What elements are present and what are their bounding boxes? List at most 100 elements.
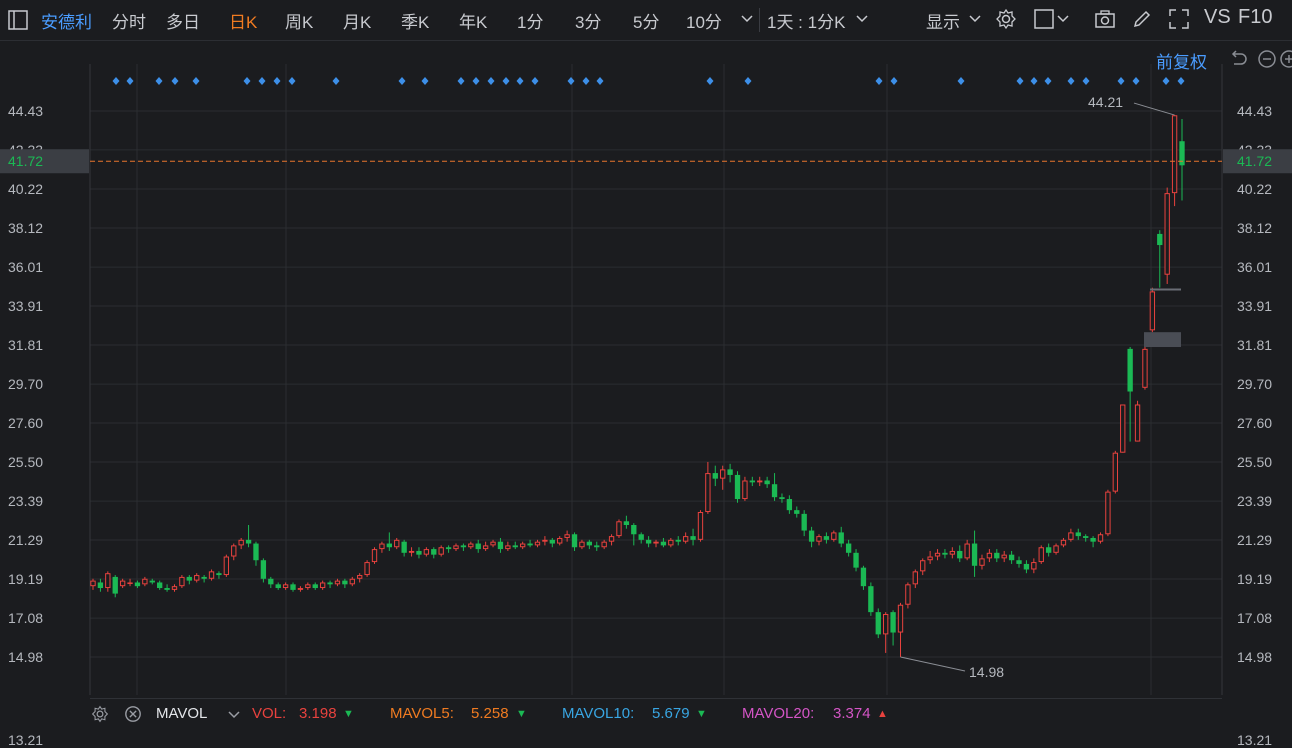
candle: [757, 476, 763, 487]
candle-body: [416, 550, 422, 555]
period-tab[interactable]: 多日: [166, 13, 200, 32]
candle: [957, 545, 963, 563]
candle: [475, 539, 481, 553]
adjust-mode-select[interactable]: 前复权: [1156, 53, 1207, 72]
period-tab[interactable]: 10分: [686, 13, 722, 32]
layout-square-icon[interactable]: [1033, 8, 1055, 30]
event-marker-icon: [890, 77, 898, 85]
zoom-out-icon[interactable]: [1257, 49, 1277, 69]
y-axis-left: 44.4342.3340.2238.1236.0133.9131.8129.70…: [8, 103, 43, 665]
period-tab[interactable]: 月K: [343, 13, 372, 32]
pencil-icon[interactable]: [1131, 8, 1153, 30]
stock-name[interactable]: 安德利: [41, 13, 92, 32]
candle: [845, 539, 852, 557]
candle-body: [868, 586, 874, 613]
chevron-down-icon[interactable]: [1056, 12, 1070, 26]
chevron-down-icon[interactable]: [855, 12, 869, 26]
down-arrow-icon: ▼: [516, 708, 527, 720]
candle-body: [342, 580, 348, 585]
period-tab[interactable]: 季K: [401, 13, 430, 32]
candle: [512, 541, 518, 550]
candle-body: [623, 521, 630, 525]
candle: [275, 582, 281, 590]
close-icon[interactable]: [124, 705, 142, 723]
chevron-down-icon[interactable]: [740, 12, 754, 26]
candle-body: [934, 552, 941, 557]
y-tick-label: 21.29: [1237, 532, 1272, 548]
candle: [1179, 118, 1185, 201]
candle-body: [986, 552, 993, 559]
candle-body: [660, 541, 667, 546]
event-marker-icon: [1044, 77, 1052, 85]
candle-body: [1179, 141, 1185, 166]
y-tick-label: 40.22: [8, 181, 43, 197]
candle: [1105, 489, 1111, 537]
candle-body: [601, 541, 607, 548]
candle: [1127, 347, 1133, 442]
period-tab[interactable]: 5分: [633, 13, 660, 32]
candle-body: [364, 562, 370, 576]
panel-divider: [90, 698, 1222, 699]
chevron-down-icon[interactable]: [227, 708, 241, 722]
candle-body: [90, 580, 96, 587]
candle: [986, 549, 993, 563]
candle-body: [557, 537, 563, 544]
period-tab[interactable]: 周K: [285, 13, 314, 32]
candle: [682, 532, 689, 544]
camera-icon[interactable]: [1094, 8, 1116, 30]
candle: [601, 539, 607, 550]
candle-body: [1045, 547, 1052, 553]
candle-body: [697, 512, 704, 540]
gear-icon[interactable]: [91, 705, 109, 723]
candle: [149, 578, 155, 585]
vs-button[interactable]: VS: [1204, 6, 1231, 28]
undo-icon[interactable]: [1228, 49, 1248, 69]
sidebar-toggle-icon[interactable]: [7, 9, 29, 31]
up-arrow-icon: ▲: [877, 708, 888, 720]
y-tick-label: 44.43: [1237, 103, 1272, 119]
period-tab[interactable]: 1分: [517, 13, 544, 32]
candle: [838, 526, 844, 548]
candle: [727, 463, 733, 483]
event-marker-icon: [957, 77, 965, 85]
candle: [231, 543, 237, 561]
candle: [860, 565, 867, 590]
candle: [127, 578, 133, 587]
gear-icon[interactable]: [995, 8, 1017, 30]
candle-body: [445, 547, 452, 550]
candle-body: [1038, 547, 1044, 563]
candle: [186, 575, 192, 585]
indicator-name[interactable]: MAVOL: [156, 705, 208, 722]
mavol10-value: 5.679: [652, 705, 690, 722]
chevron-down-icon[interactable]: [968, 12, 982, 26]
f10-button[interactable]: F10: [1238, 6, 1273, 28]
candle-body: [164, 588, 170, 590]
display-menu[interactable]: 显示: [926, 13, 960, 32]
candle-body: [1120, 404, 1126, 453]
candle-body: [216, 573, 222, 576]
candle: [1097, 532, 1104, 544]
candle-body: [1060, 539, 1067, 546]
fullscreen-icon[interactable]: [1168, 8, 1190, 30]
kline-chart[interactable]: 44.4342.3340.2238.1236.0133.9131.8129.70…: [0, 40, 1292, 698]
period-tab-active[interactable]: 日K: [229, 13, 258, 32]
candle: [297, 586, 304, 592]
event-marker-icon: [288, 77, 296, 85]
candle-body: [1068, 532, 1074, 540]
candle-body: [1127, 348, 1133, 392]
custom-period-select[interactable]: 1天 : 1分K: [767, 13, 846, 32]
candle-body: [1149, 291, 1156, 331]
candle: [675, 536, 681, 546]
candle-body: [542, 539, 548, 542]
candle: [201, 575, 207, 583]
period-tab[interactable]: 年K: [459, 13, 488, 32]
event-marker-icon: [1132, 77, 1140, 85]
candle: [105, 571, 111, 592]
y-tick-label: 23.39: [1237, 493, 1272, 509]
period-tab[interactable]: 3分: [575, 13, 602, 32]
candle-body: [920, 560, 926, 572]
candle: [142, 576, 148, 587]
candle: [1068, 528, 1074, 542]
candle-body: [468, 543, 474, 548]
period-tab[interactable]: 分时: [112, 13, 146, 32]
